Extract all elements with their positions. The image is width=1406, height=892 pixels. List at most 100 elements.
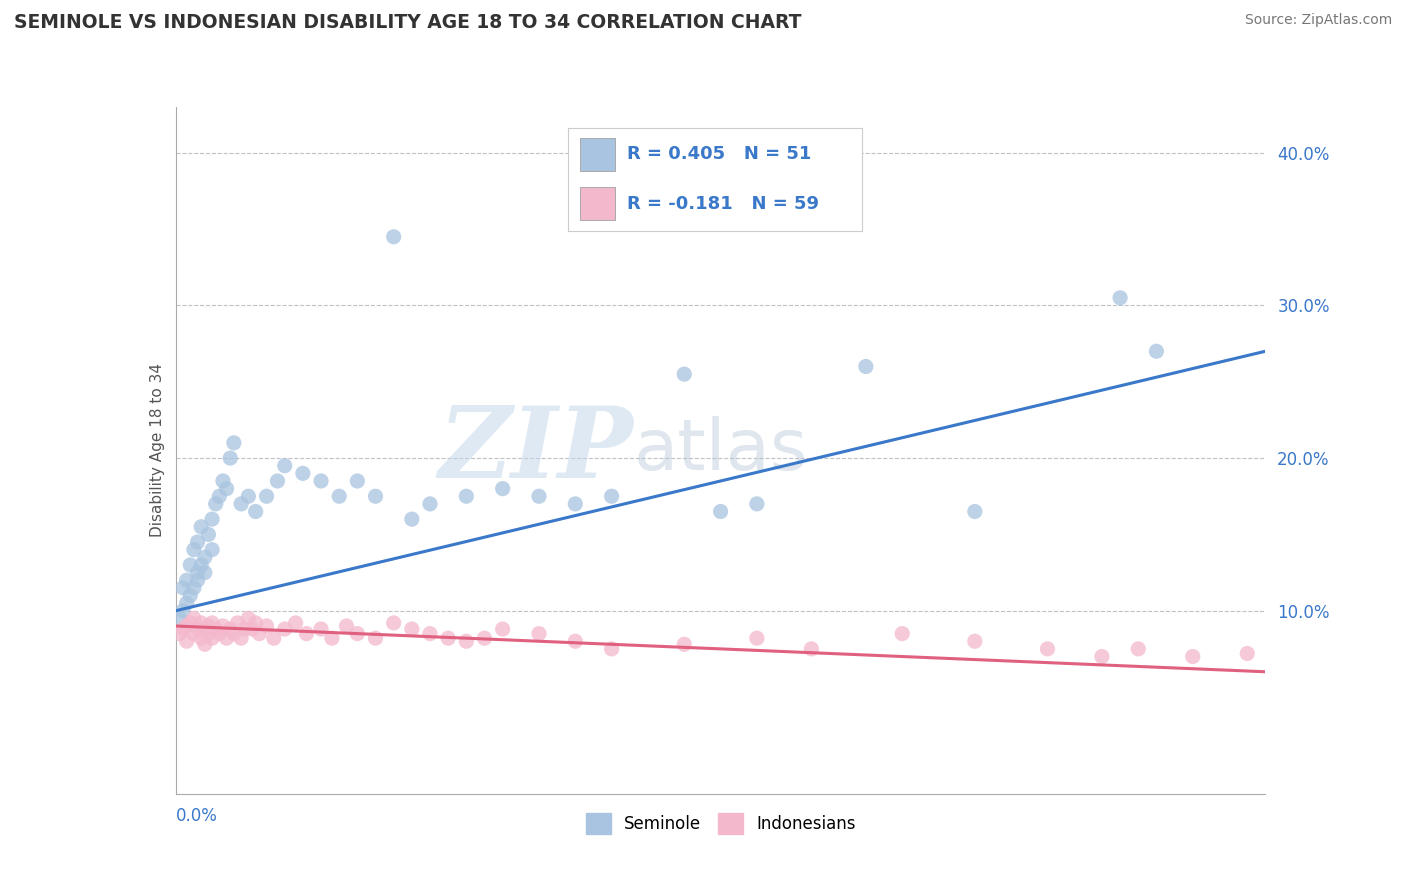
Point [238,489,260,503]
Point [240,622,263,636]
Point [245,615,267,630]
Point [527,626,550,640]
Point [437,631,460,645]
Point [238,611,260,625]
Point [201,512,224,526]
Point [212,619,235,633]
Point [231,631,253,645]
Point [745,497,768,511]
Text: atlas: atlas [633,416,808,485]
Point [309,622,332,636]
Point [1109,291,1132,305]
Point [233,622,256,636]
Point [295,626,318,640]
Point [1091,649,1114,664]
Point [382,615,405,630]
Point [197,626,219,640]
Point [197,619,219,633]
Text: ZIP: ZIP [439,402,633,499]
Point [215,482,238,496]
Point [963,504,986,518]
Text: SEMINOLE VS INDONESIAN DISABILITY AGE 18 TO 34 CORRELATION CHART: SEMINOLE VS INDONESIAN DISABILITY AGE 18… [14,13,801,32]
Point [226,615,249,630]
Point [176,619,198,633]
Point [710,504,733,518]
Point [204,497,226,511]
Point [172,581,194,595]
Point [222,626,245,640]
Point [190,631,212,645]
Point [564,634,586,648]
Point [263,631,285,645]
Point [256,619,278,633]
Point [673,367,696,381]
Text: Source: ZipAtlas.com: Source: ZipAtlas.com [1244,13,1392,28]
Y-axis label: Disability Age 18 to 34: Disability Age 18 to 34 [149,363,165,538]
Point [855,359,877,374]
Point [183,542,205,557]
Point [169,626,191,640]
Point [176,573,198,587]
Point [208,626,231,640]
Point [212,474,235,488]
Point [247,626,270,640]
Point [564,497,586,511]
Point [291,467,314,481]
Point [169,611,191,625]
Point [1236,647,1258,661]
Point [194,622,217,636]
Point [179,589,201,603]
Point [346,474,368,488]
Point [492,622,515,636]
Point [231,497,253,511]
Point [346,626,368,640]
Point [891,626,914,640]
Point [266,474,288,488]
Point [201,631,224,645]
Point [183,626,205,640]
Point [335,619,357,633]
Point [600,489,623,503]
Point [179,615,201,630]
Point [1128,641,1150,656]
Point [190,615,212,630]
Point [1181,649,1204,664]
Point [186,535,209,549]
Point [364,631,387,645]
Point [456,634,478,648]
Point [194,637,217,651]
Point [176,634,198,648]
Point [419,497,441,511]
Point [197,527,219,541]
Point [309,474,332,488]
Text: 0.0%: 0.0% [176,807,218,825]
Point [328,489,350,503]
Point [274,458,297,473]
Point [172,604,194,618]
Point [401,622,423,636]
Point [284,615,307,630]
Point [245,504,267,518]
Point [492,482,515,496]
Point [190,520,212,534]
Point [401,512,423,526]
Point [1146,344,1168,359]
Point [600,641,623,656]
Point [176,596,198,610]
Point [219,622,242,636]
Point [194,566,217,580]
Legend: Seminole, Indonesians: Seminole, Indonesians [579,807,862,840]
Point [1036,641,1059,656]
Point [364,489,387,503]
Point [419,626,441,640]
Point [274,622,297,636]
Point [474,631,496,645]
Point [183,611,205,625]
Point [201,615,224,630]
Point [222,435,245,450]
Point [745,631,768,645]
Point [215,631,238,645]
Point [194,550,217,565]
Point [183,581,205,595]
Point [172,622,194,636]
